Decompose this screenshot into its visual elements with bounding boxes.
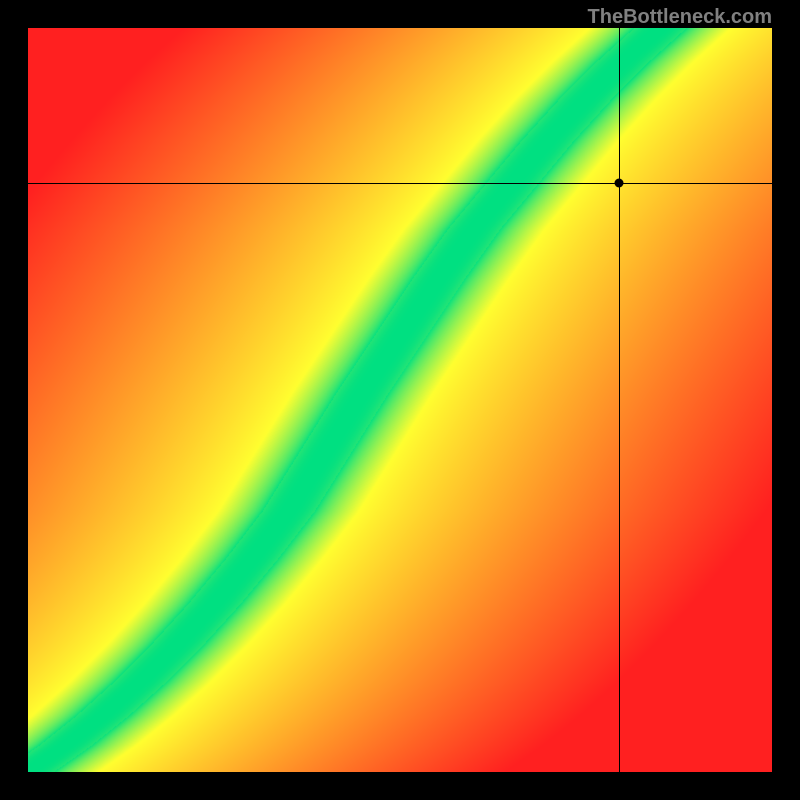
watermark-text: TheBottleneck.com (588, 6, 772, 29)
intersection-marker (615, 178, 624, 187)
plot-area (28, 28, 772, 772)
heatmap-canvas (28, 28, 772, 772)
crosshair-horizontal (28, 183, 772, 184)
crosshair-vertical (619, 28, 620, 772)
chart-container: TheBottleneck.com (0, 0, 800, 800)
